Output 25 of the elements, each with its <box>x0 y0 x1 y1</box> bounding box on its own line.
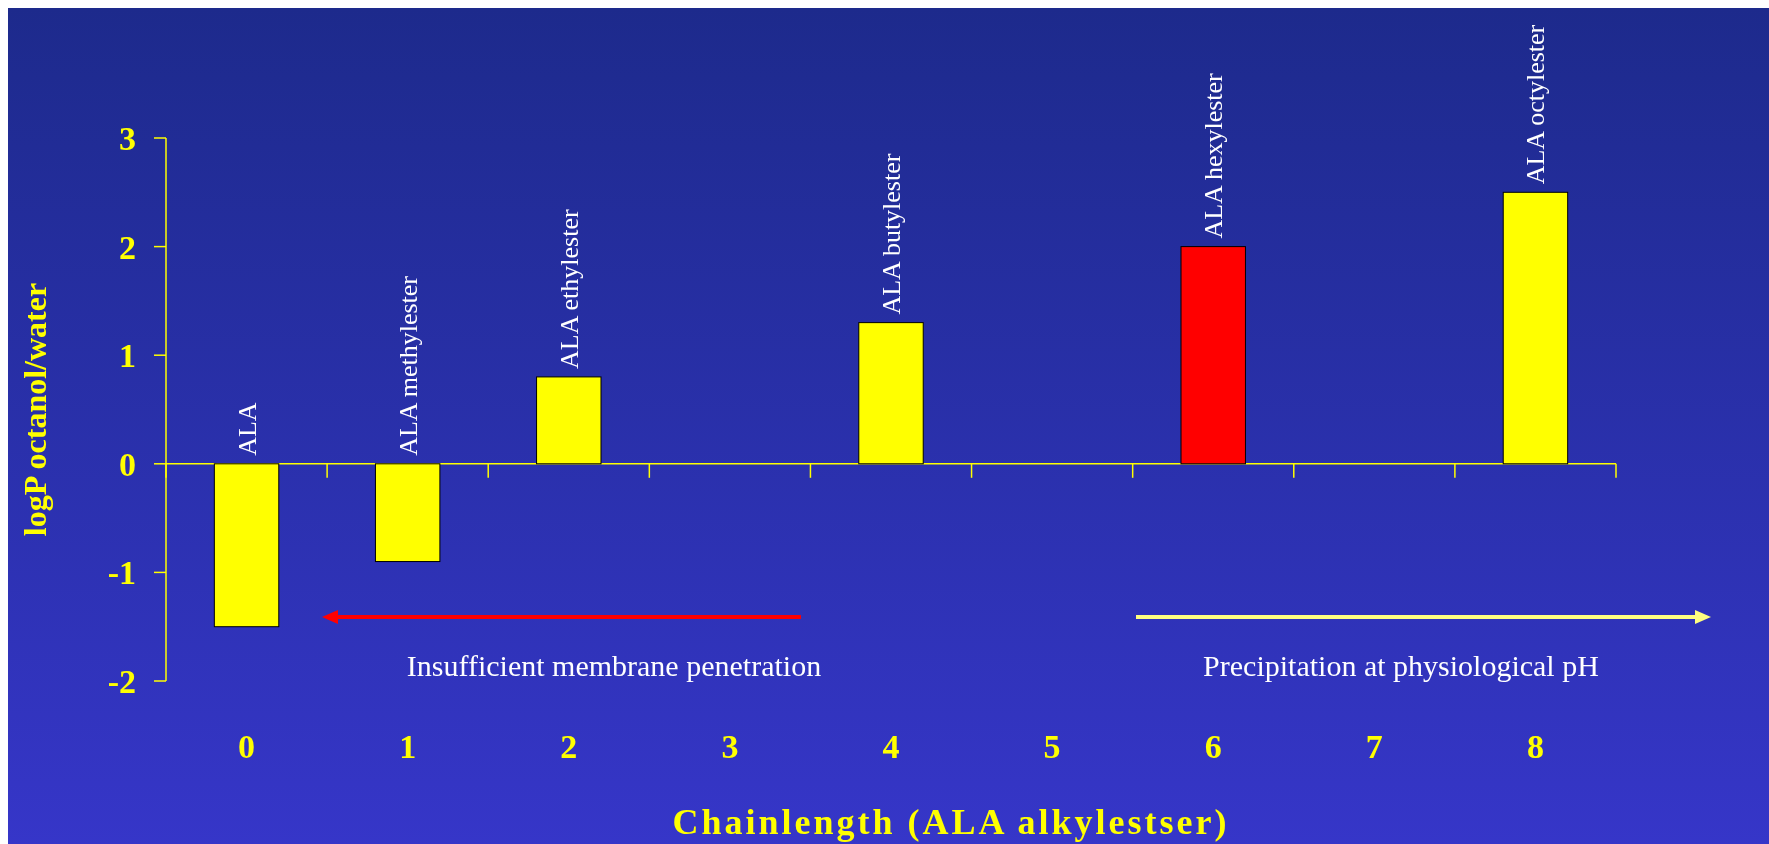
y-axis-title: logP octanol/water <box>17 282 53 537</box>
annotation: ALA butylester <box>877 153 906 315</box>
x-tick-label: 8 <box>1526 728 1544 765</box>
annotation: ALA ethylester <box>554 209 584 369</box>
y-tick-label: -1 <box>107 554 136 592</box>
x-axis-title: Chainlength (ALA alkylestser) <box>672 802 1230 842</box>
x-tick-label: 6 <box>1204 728 1222 765</box>
y-tick-label: 3 <box>119 119 136 157</box>
y-tick-label: 1 <box>119 337 136 375</box>
x-tick-label: 2 <box>560 728 578 765</box>
x-tick-label: 1 <box>399 728 417 765</box>
annotation: ALA hexylester <box>1199 72 1229 239</box>
y-tick-label: -2 <box>107 662 136 700</box>
annotation: ALA octylester <box>1521 24 1551 185</box>
x-tick-label: 4 <box>882 728 900 765</box>
y-tick-label: 2 <box>119 228 136 266</box>
annotation: ALA methylester <box>393 275 423 456</box>
annotation: Insufficient membrane penetration <box>406 649 822 682</box>
annotation: Precipitation at physiological pH <box>1203 649 1599 682</box>
y-tick-label: 0 <box>119 445 136 483</box>
x-tick-label: 5 <box>1043 728 1061 765</box>
x-tick-label: 3 <box>721 728 739 765</box>
x-tick-label: 7 <box>1365 728 1383 765</box>
annotation: ALA <box>232 402 262 456</box>
x-tick-label: 0 <box>238 728 256 765</box>
